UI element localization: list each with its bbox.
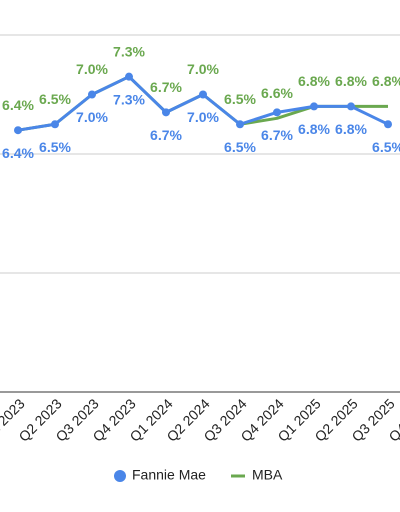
point (51, 120, 59, 129)
point (347, 102, 355, 111)
data-label: 6.5% (39, 91, 71, 107)
data-label: 6.8% (298, 121, 330, 137)
point (310, 102, 318, 111)
data-label: 6.8% (372, 73, 400, 89)
data-label: 7.0% (76, 61, 108, 77)
data-label: 6.8% (298, 73, 330, 89)
data-label: 6.8% (335, 121, 367, 137)
data-label: 6.5% (372, 139, 400, 155)
point (88, 90, 96, 99)
point (384, 120, 392, 129)
data-label: 6.5% (224, 91, 256, 107)
data-label: 7.3% (113, 43, 145, 59)
point (236, 120, 244, 129)
legend-label: Fannie Mae (132, 467, 206, 483)
data-label: 6.6% (261, 85, 293, 101)
data-label: 6.4% (2, 145, 34, 161)
data-label: 6.4% (2, 97, 34, 113)
legend-marker (114, 470, 126, 482)
data-label: 6.5% (224, 139, 256, 155)
data-label: 6.7% (150, 127, 182, 143)
point (273, 108, 281, 117)
data-label: 6.5% (39, 139, 71, 155)
data-label: 6.7% (261, 127, 293, 143)
data-label: 7.3% (113, 91, 145, 107)
data-label: 7.0% (187, 61, 219, 77)
legend-label: MBA (252, 467, 283, 483)
point (199, 90, 207, 99)
data-label: 6.8% (335, 73, 367, 89)
data-label: 6.7% (150, 79, 182, 95)
point (14, 126, 22, 135)
data-label: 7.0% (187, 109, 219, 125)
point (125, 72, 133, 81)
data-label: 7.0% (76, 109, 108, 125)
point (162, 108, 170, 117)
